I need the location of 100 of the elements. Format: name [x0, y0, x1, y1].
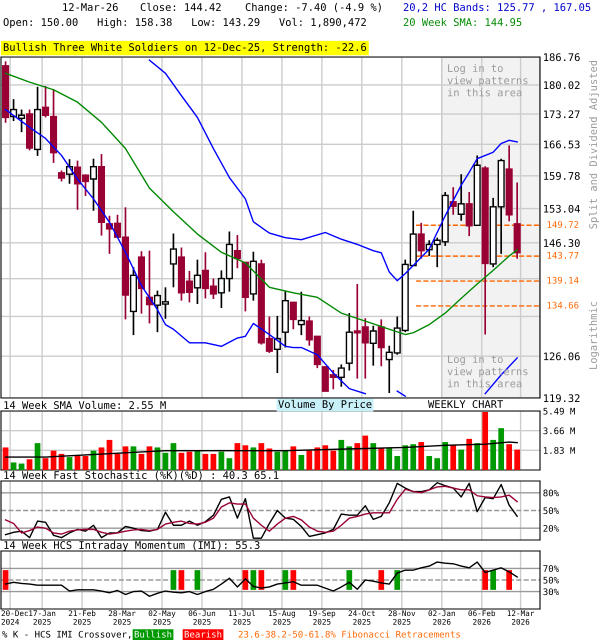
bar — [90, 450, 96, 470]
bar — [362, 436, 368, 470]
bar — [250, 447, 256, 470]
bar — [170, 443, 176, 470]
bar — [370, 443, 376, 470]
bar — [258, 443, 264, 470]
y-tick-label: 153.04 — [544, 204, 580, 213]
bar — [330, 450, 336, 470]
bar — [194, 450, 200, 470]
y-tick-label: 186.76 — [544, 53, 580, 62]
text: Volume By Price — [278, 400, 372, 410]
y-tick-label: 1.83 M — [544, 447, 575, 454]
y-tick-label: 30% — [543, 588, 559, 596]
bar — [274, 452, 280, 470]
y-tick-label: 50% — [543, 576, 559, 584]
candlestick — [42, 85, 50, 118]
bar — [226, 458, 232, 470]
bar — [178, 452, 184, 470]
bar — [378, 448, 384, 470]
bar — [498, 428, 504, 470]
bar — [122, 446, 128, 470]
text: 20,2 HC Bands: 125.77 , 167.05 — [404, 2, 590, 12]
text: Logarithmic — [588, 302, 600, 369]
bar — [42, 458, 48, 470]
candlestick — [378, 318, 385, 368]
bar — [410, 444, 416, 470]
y-tick-label: 146.30 — [544, 239, 580, 247]
y-tick-label: 20% — [543, 524, 559, 532]
bar — [82, 456, 88, 470]
chart-title: 14 Week Fast Stochastic (%K)(%D) : 40.3 65.1 — [4, 470, 278, 480]
text: Bearish — [184, 630, 222, 638]
bar — [66, 457, 72, 470]
y-tick-label: 166.53 — [544, 140, 580, 148]
line-series — [4, 561, 518, 597]
ref-line-label: 139.14 — [548, 276, 579, 284]
annotation: Log in to view patterns in this area — [448, 64, 528, 96]
bar — [26, 459, 32, 470]
text: Split and Dividend Adjusted — [588, 60, 600, 229]
y-tick-label: 173.27 — [544, 110, 580, 118]
candlestick — [298, 290, 305, 336]
bar — [474, 443, 480, 470]
bar — [514, 450, 520, 470]
text: Open: 150.00 High: 158.38 Low: 143.29 Vol: 1,890,472 — [4, 18, 366, 28]
bar — [154, 447, 160, 470]
candlestick — [170, 232, 177, 288]
y-tick-label: 126.06 — [544, 352, 580, 360]
bar — [242, 445, 248, 470]
candlestick — [90, 158, 98, 212]
bar — [322, 445, 328, 470]
bar — [58, 454, 64, 470]
bar — [298, 454, 304, 470]
bar — [386, 447, 392, 470]
bar — [98, 447, 104, 470]
line-series — [4, 441, 518, 458]
bar — [442, 442, 448, 470]
bar — [162, 452, 168, 470]
y-tick-label: 119.32 — [544, 394, 580, 402]
candlestick — [338, 364, 345, 388]
y-tick-label: 80% — [543, 490, 559, 496]
bar — [186, 452, 192, 470]
bar — [458, 450, 464, 470]
bar — [290, 446, 296, 470]
ref-line-label: 134.66 — [548, 302, 578, 309]
bar — [130, 446, 136, 470]
bar — [306, 450, 312, 470]
bar — [434, 458, 440, 470]
text: 12-Mar-26 — [63, 3, 118, 12]
bar — [50, 450, 56, 470]
text: 23.6-38.2-50-61.8% Fibonacci Retracements — [238, 630, 460, 638]
candlestick — [194, 258, 201, 305]
bar — [218, 452, 224, 470]
bar — [426, 456, 432, 470]
bar — [18, 464, 24, 470]
bar — [138, 454, 144, 470]
bar — [338, 440, 344, 470]
y-tick-label: 159.78 — [544, 172, 580, 180]
ref-line-label: 143.77 — [548, 252, 578, 259]
bar — [266, 448, 272, 470]
bar — [482, 412, 488, 470]
bar — [10, 462, 16, 470]
bar — [418, 442, 424, 470]
text: Bullish Three White Soldiers on 12-Dec-25, Strength: -22.6 — [4, 42, 366, 54]
y-tick-label: 50% — [543, 507, 559, 514]
bar — [2, 447, 8, 470]
chart-title: 14 Week SMA Volume: 2.55 M — [4, 400, 166, 409]
bar — [202, 454, 208, 470]
text: 20 Week SMA: 144.95 — [404, 18, 522, 26]
y-tick-label: 5.49 M — [543, 408, 575, 415]
y-tick-label: 3.66 M — [543, 427, 575, 434]
text: Change: -7.40 (-4.9 %) — [246, 2, 381, 14]
ref-line-label: 149.72 — [548, 221, 578, 228]
bar — [114, 454, 120, 470]
chart-title: 14 Week HCS Intraday Momentum (IMI): 55.3 — [4, 540, 260, 551]
candlestick — [370, 324, 377, 366]
candlestick — [418, 222, 425, 260]
bar — [106, 440, 112, 470]
candlestick — [450, 186, 457, 216]
candlestick — [58, 170, 66, 182]
bar — [234, 443, 240, 470]
bar — [466, 438, 472, 470]
